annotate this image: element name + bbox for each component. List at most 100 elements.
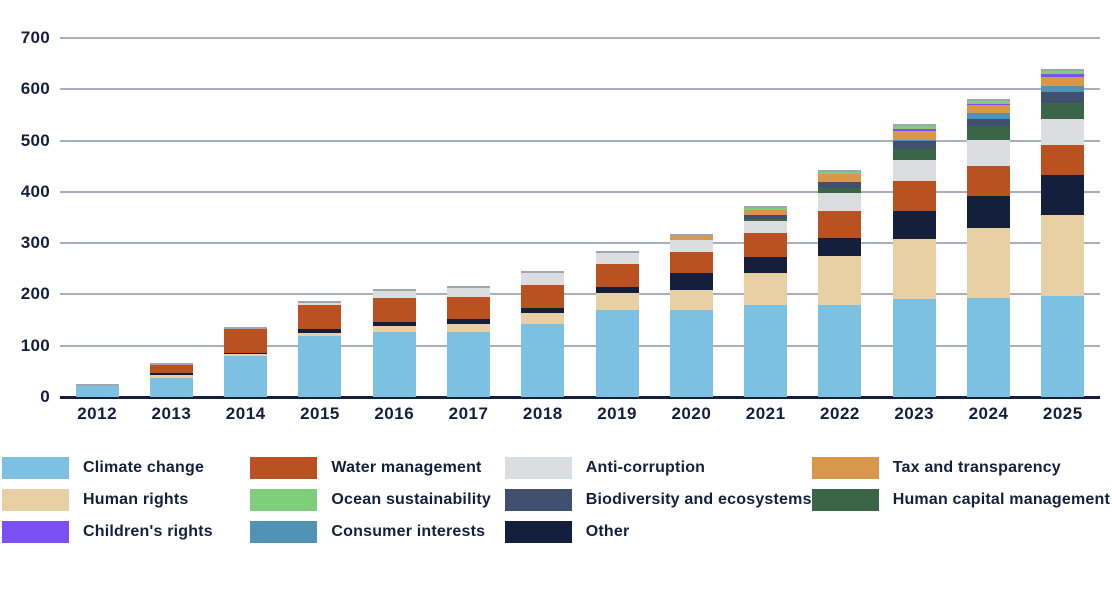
- segment-climate-change-2022[interactable]: [818, 304, 862, 397]
- segment-human-rights-2013[interactable]: [149, 375, 193, 378]
- bar-2013[interactable]: [149, 363, 193, 397]
- segment-human-rights-2021[interactable]: [744, 273, 788, 306]
- segment-ocean-sustainability-2022[interactable]: [818, 171, 862, 175]
- segment-tax-and-transparency-2025[interactable]: [1041, 76, 1085, 86]
- segment-anti-corruption-2017[interactable]: [447, 287, 491, 298]
- segment-water-management-2020[interactable]: [669, 251, 713, 274]
- segment-ocean-sustainability-2025[interactable]: [1041, 71, 1085, 74]
- segment-children-s-rights-2023[interactable]: [892, 128, 936, 132]
- segment-climate-change-2025[interactable]: [1041, 296, 1085, 397]
- segment-human-rights-2019[interactable]: [595, 293, 639, 311]
- segment-climate-change-2018[interactable]: [521, 323, 565, 397]
- segment-tax-and-transparency-2020[interactable]: [669, 236, 713, 240]
- segment-human-rights-2017[interactable]: [447, 323, 491, 332]
- bar-2018[interactable]: [521, 271, 565, 397]
- legend-item-climate-change[interactable]: Climate change: [2, 452, 250, 484]
- segment-children-s-rights-2025[interactable]: [1041, 73, 1085, 77]
- segment-anti-corruption-2022[interactable]: [818, 193, 862, 211]
- segment-human-rights-2020[interactable]: [669, 290, 713, 311]
- segment-biodiversity-and-ecosystems-2023[interactable]: [892, 141, 936, 150]
- legend-item-anti-corruption[interactable]: Anti-corruption: [504, 452, 812, 484]
- segment-human-rights-2016[interactable]: [372, 325, 416, 332]
- segment-water-management-2021[interactable]: [744, 233, 788, 257]
- segment-water-management-2013[interactable]: [149, 365, 193, 374]
- segment-human-rights-2015[interactable]: [298, 332, 342, 337]
- segment-consumer-interests-2023[interactable]: [892, 139, 936, 142]
- segment-water-management-2018[interactable]: [521, 284, 565, 309]
- segment-other-2016[interactable]: [372, 321, 416, 326]
- segment-anti-corruption-2019[interactable]: [595, 252, 639, 265]
- segment-biodiversity-and-ecosystems-2022[interactable]: [818, 181, 862, 188]
- segment-human-capital-management-2024[interactable]: [967, 126, 1011, 140]
- segment-other-2014[interactable]: [224, 352, 268, 355]
- segment-tax-and-transparency-2022[interactable]: [818, 174, 862, 182]
- segment-human-rights-2024[interactable]: [967, 228, 1011, 298]
- segment-anti-corruption-2023[interactable]: [892, 159, 936, 181]
- segment-climate-change-2014[interactable]: [224, 356, 268, 397]
- segment-children-s-rights-2024[interactable]: [967, 103, 1011, 106]
- bar-2024[interactable]: [967, 99, 1011, 397]
- segment-water-management-2017[interactable]: [447, 297, 491, 319]
- segment-ocean-sustainability-2021[interactable]: [744, 208, 788, 210]
- segment-human-capital-management-2023[interactable]: [892, 149, 936, 160]
- segment-climate-change-2013[interactable]: [149, 377, 193, 397]
- segment-anti-corruption-2021[interactable]: [744, 221, 788, 234]
- bar-2017[interactable]: [447, 285, 491, 397]
- segment-climate-change-2021[interactable]: [744, 305, 788, 397]
- segment-climate-change-2020[interactable]: [669, 310, 713, 397]
- segment-anti-corruption-2016[interactable]: [372, 291, 416, 299]
- segment-climate-change-2023[interactable]: [892, 298, 936, 397]
- segment-water-management-2014[interactable]: [224, 328, 268, 353]
- segment-consumer-interests-2025[interactable]: [1041, 85, 1085, 93]
- segment-human-rights-2023[interactable]: [892, 238, 936, 299]
- segment-other-2018[interactable]: [521, 308, 565, 314]
- legend-item-tax-and-transparency[interactable]: Tax and transparency: [811, 452, 1110, 484]
- segment-biodiversity-and-ecosystems-2024[interactable]: [967, 118, 1011, 127]
- legend-item-children-s-rights[interactable]: Children's rights: [2, 516, 250, 548]
- segment-human-rights-2018[interactable]: [521, 313, 565, 324]
- segment-anti-corruption-2025[interactable]: [1041, 118, 1085, 145]
- segment-other-2022[interactable]: [818, 238, 862, 256]
- segment-water-management-2022[interactable]: [818, 210, 862, 239]
- legend-item-human-rights[interactable]: Human rights: [2, 484, 250, 516]
- segment-anti-corruption-2018[interactable]: [521, 273, 565, 285]
- bar-2023[interactable]: [892, 124, 936, 397]
- bar-2012[interactable]: [75, 383, 119, 397]
- legend-item-human-capital-management[interactable]: Human capital management: [811, 484, 1110, 516]
- segment-tax-and-transparency-2024[interactable]: [967, 105, 1011, 114]
- segment-other-2017[interactable]: [447, 318, 491, 324]
- segment-water-management-2019[interactable]: [595, 264, 639, 287]
- legend-item-water-management[interactable]: Water management: [250, 452, 504, 484]
- segment-biodiversity-and-ecosystems-2025[interactable]: [1041, 92, 1085, 104]
- legend-item-consumer-interests[interactable]: Consumer interests: [250, 516, 504, 548]
- bar-2021[interactable]: [744, 206, 788, 397]
- bar-2019[interactable]: [595, 250, 639, 397]
- bar-2016[interactable]: [372, 289, 416, 397]
- segment-other-2023[interactable]: [892, 210, 936, 239]
- bar-2020[interactable]: [669, 234, 713, 397]
- segment-human-capital-management-2021[interactable]: [744, 219, 788, 222]
- segment-human-rights-2025[interactable]: [1041, 215, 1085, 297]
- segment-climate-change-2024[interactable]: [967, 297, 1011, 397]
- segment-anti-corruption-2020[interactable]: [669, 239, 713, 252]
- segment-water-management-2016[interactable]: [372, 298, 416, 322]
- segment-climate-change-2016[interactable]: [372, 331, 416, 397]
- bar-2025[interactable]: [1041, 69, 1085, 397]
- segment-other-2021[interactable]: [744, 257, 788, 274]
- bar-2015[interactable]: [298, 300, 342, 397]
- segment-tax-and-transparency-2021[interactable]: [744, 209, 788, 215]
- segment-human-rights-2022[interactable]: [818, 255, 862, 305]
- segment-anti-corruption-2015[interactable]: [298, 302, 342, 306]
- segment-other-2019[interactable]: [595, 286, 639, 294]
- segment-human-rights-2014[interactable]: [224, 354, 268, 357]
- segment-other-2025[interactable]: [1041, 175, 1085, 216]
- segment-water-management-2025[interactable]: [1041, 144, 1085, 176]
- legend-item-biodiversity-and-ecosystems[interactable]: Biodiversity and ecosystems: [504, 484, 812, 516]
- segment-ocean-sustainability-2023[interactable]: [892, 126, 936, 129]
- segment-water-management-2015[interactable]: [298, 305, 342, 329]
- segment-anti-corruption-2024[interactable]: [967, 139, 1011, 166]
- legend-item-other[interactable]: Other: [504, 516, 812, 548]
- segment-other-2013[interactable]: [149, 373, 193, 376]
- bar-2014[interactable]: [224, 326, 268, 397]
- segment-water-management-2024[interactable]: [967, 165, 1011, 197]
